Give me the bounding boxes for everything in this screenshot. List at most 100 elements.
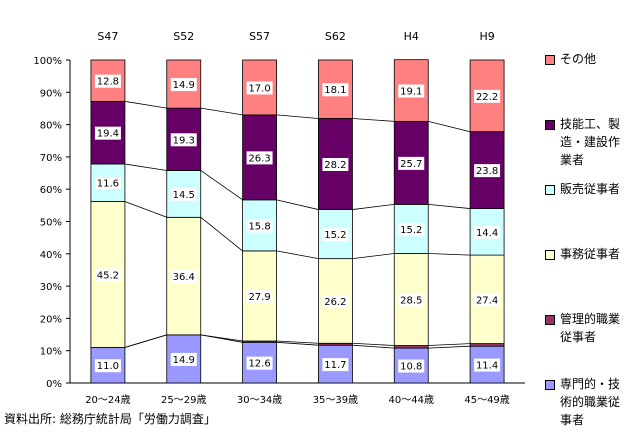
data-label: 12.6 — [248, 359, 270, 370]
series-connector-line — [276, 250, 319, 260]
legend-label: その他 — [560, 52, 597, 66]
data-label-bg — [170, 187, 197, 201]
data-label-bg — [322, 294, 349, 308]
period-label: S62 — [325, 30, 346, 43]
legend-label: 事務従事者 — [560, 247, 621, 261]
source-note: 資料出所: 総務庁統計局「労働力調査」 — [4, 412, 216, 426]
series-connector-line — [428, 120, 471, 133]
legend-swatch — [545, 315, 555, 325]
x-category-label: 40～44歳 — [389, 394, 434, 406]
data-label: 36.4 — [173, 272, 195, 283]
legend-label: 管理的職業 従事者 — [560, 312, 621, 344]
data-label: 11.0 — [97, 361, 119, 372]
data-label: 28.2 — [324, 160, 346, 171]
y-tick-label: 0% — [46, 379, 62, 390]
y-tick-label: 60% — [40, 185, 62, 196]
legend-swatch — [545, 120, 555, 130]
data-label: 15.2 — [324, 230, 346, 241]
series-connector-line — [200, 170, 243, 201]
data-label: 26.2 — [324, 297, 346, 308]
data-label: 14.5 — [173, 190, 195, 201]
data-label-bg — [474, 293, 501, 307]
series-connector-line — [124, 334, 167, 348]
legend-swatch — [545, 380, 555, 390]
data-label-bg — [246, 289, 273, 303]
data-label-bg — [398, 156, 425, 170]
series-connector-line — [352, 253, 395, 260]
data-label: 11.4 — [476, 361, 498, 372]
legend-label: 技能工、製 造・建設作 業者 — [560, 117, 621, 167]
data-label-bg — [246, 81, 273, 95]
series-connector-line — [200, 334, 243, 342]
series-connector-line — [352, 118, 395, 122]
data-label-bg — [322, 228, 349, 242]
x-category-label: 20～24歳 — [85, 394, 130, 406]
x-category-label: 45～49歳 — [464, 394, 509, 406]
y-tick-label: 20% — [40, 314, 62, 325]
period-label: S52 — [173, 30, 194, 43]
data-label-bg — [246, 151, 273, 165]
data-label: 19.4 — [97, 129, 119, 140]
data-label-bg — [94, 268, 121, 282]
period-label: S57 — [249, 30, 270, 43]
data-label-bg — [474, 164, 501, 178]
x-category-label: 30～34歳 — [237, 394, 282, 406]
data-label-bg — [398, 293, 425, 307]
y-tick-label: 40% — [40, 250, 62, 261]
data-label-bg — [170, 133, 197, 147]
data-label-bg — [474, 358, 501, 372]
data-label: 11.6 — [97, 179, 119, 190]
data-label-bg — [170, 270, 197, 284]
data-label-bg — [322, 83, 349, 97]
series-connector-line — [200, 107, 243, 116]
series-connector-line — [276, 341, 319, 346]
series-connector-line — [276, 199, 319, 210]
series-connector-line — [428, 343, 471, 346]
data-label: 28.5 — [400, 296, 422, 307]
data-label: 17.0 — [248, 83, 270, 94]
data-label: 14.9 — [173, 80, 195, 91]
data-label-bg — [474, 89, 501, 103]
series-connector-line — [124, 100, 167, 109]
data-label-bg — [94, 74, 121, 88]
y-tick-label: 90% — [40, 88, 62, 99]
data-label: 27.4 — [476, 295, 498, 306]
series-connector-line — [352, 203, 395, 210]
data-label: 14.9 — [173, 355, 195, 366]
y-tick-label: 50% — [40, 218, 62, 229]
y-tick-label: 70% — [40, 153, 62, 164]
legend-label: 販売従事者 — [560, 182, 621, 196]
series-connector-line — [352, 344, 395, 349]
data-label-bg — [94, 176, 121, 190]
data-label-bg — [94, 359, 121, 373]
data-label-bg — [398, 84, 425, 98]
data-label: 23.8 — [476, 166, 498, 177]
data-label: 26.3 — [248, 153, 270, 164]
data-label: 18.1 — [324, 85, 346, 96]
data-label: 45.2 — [97, 270, 119, 281]
y-tick-label: 30% — [40, 282, 62, 293]
series-connector-line — [124, 163, 167, 171]
series-connector-line — [124, 201, 167, 218]
y-tick-label: 10% — [40, 347, 62, 358]
data-label-bg — [398, 359, 425, 373]
period-label: H9 — [479, 30, 494, 43]
data-label: 14.4 — [476, 228, 498, 239]
legend-swatch — [545, 55, 555, 65]
data-label: 12.8 — [97, 77, 119, 88]
data-label: 19.3 — [173, 135, 195, 146]
series-connector-line — [428, 253, 471, 256]
series-connector-line — [276, 340, 319, 344]
data-label-bg — [474, 225, 501, 239]
y-tick-label: 80% — [40, 121, 62, 132]
data-label: 19.1 — [400, 87, 422, 98]
x-category-label: 35～39歳 — [313, 394, 358, 406]
period-label: S47 — [97, 30, 118, 43]
x-category-label: 25～29歳 — [161, 394, 206, 406]
legend-swatch — [545, 185, 555, 195]
data-label-bg — [322, 158, 349, 172]
y-tick-label: 100% — [33, 56, 62, 67]
data-label-bg — [170, 352, 197, 366]
series-connector-line — [276, 114, 319, 119]
